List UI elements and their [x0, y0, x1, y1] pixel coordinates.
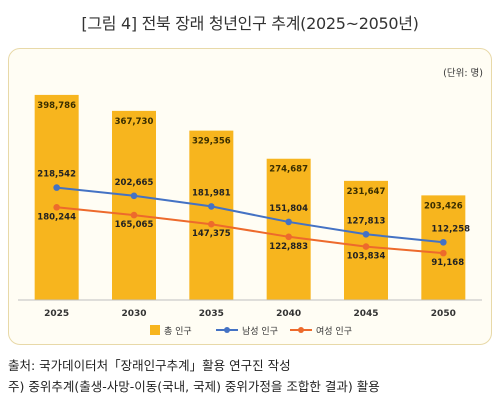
legend-label-total: 총 인구: [164, 326, 192, 337]
point-label-female-2050: 91,168: [431, 258, 464, 268]
point-female-2045: [362, 243, 370, 250]
point-female-2040: [285, 233, 292, 241]
point-label-male-2050: 112,258: [431, 224, 470, 234]
bar-label-2040: 274,687: [269, 165, 308, 175]
bar-label-2035: 329,356: [192, 137, 231, 147]
point-female-2050: [440, 249, 447, 257]
legend-label-female: 여성 인구: [316, 325, 352, 337]
x-tick-2050: 2050: [431, 309, 456, 319]
point-male-2040: [285, 218, 292, 226]
bar-label-2045: 231,647: [347, 187, 386, 197]
point-label-male-2040: 151,804: [269, 204, 308, 214]
point-label-male-2035: 181,981: [192, 188, 231, 198]
legend-marker-male: [224, 327, 230, 333]
point-label-male-2025: 218,542: [37, 170, 76, 180]
point-female-2025: [53, 204, 60, 211]
x-tick-2040: 2040: [276, 309, 301, 319]
point-male-2030: [130, 192, 138, 200]
bar-total-2025: [34, 94, 79, 300]
figure-title: [그림 4] 전북 장래 청년인구 추계(2025~2050년): [81, 14, 419, 33]
chart-panel: [8, 48, 492, 345]
line-female: [56, 206, 444, 255]
bar-total-2040: [266, 158, 311, 300]
point-female-2035: [208, 220, 215, 228]
point-male-2050: [440, 238, 447, 246]
point-female-2030: [130, 211, 138, 219]
bar-label-2025: 398,786: [37, 101, 76, 111]
figure-notes: 출처: 국가데이터처「장래인구추계」활용 연구진 작성 주) 중위추계(출생-사…: [8, 355, 380, 397]
legend-marker-female: [298, 327, 304, 333]
x-tick-2030: 2030: [121, 309, 146, 319]
x-tick-2045: 2045: [353, 309, 378, 319]
legend-swatch-total: [150, 325, 160, 335]
bar-total-2035: [189, 130, 234, 300]
line-male: [56, 186, 444, 244]
point-label-female-2035: 147,375: [192, 229, 231, 239]
point-label-female-2045: 103,834: [347, 252, 386, 262]
point-label-female-2030: 165,065: [115, 220, 154, 230]
point-label-female-2025: 180,244: [37, 212, 76, 222]
legend-label-male: 남성 인구: [242, 326, 278, 337]
bar-total-2050: [421, 195, 466, 300]
point-male-2045: [362, 230, 370, 238]
bar-label-2030: 367,730: [115, 117, 154, 127]
bar-total-2030: [112, 110, 156, 300]
bar-total-2045: [344, 180, 388, 300]
bar-label-2050: 203,426: [424, 201, 463, 211]
point-male-2025: [53, 184, 60, 191]
footnote: 주) 중위추계(출생-사망-이동(국내, 국제) 중위가정을 조합한 결과) 활…: [8, 379, 380, 394]
point-label-female-2040: 122,883: [269, 242, 308, 252]
point-male-2035: [208, 203, 215, 210]
x-tick-2035: 2035: [199, 309, 224, 319]
point-label-male-2045: 127,813: [347, 216, 386, 226]
point-label-male-2030: 202,665: [115, 178, 154, 188]
x-tick-2025: 2025: [44, 309, 69, 319]
unit-label: (단위: 명): [443, 68, 483, 79]
source-note: 출처: 국가데이터처「장래인구추계」활용 연구진 작성: [8, 358, 291, 373]
